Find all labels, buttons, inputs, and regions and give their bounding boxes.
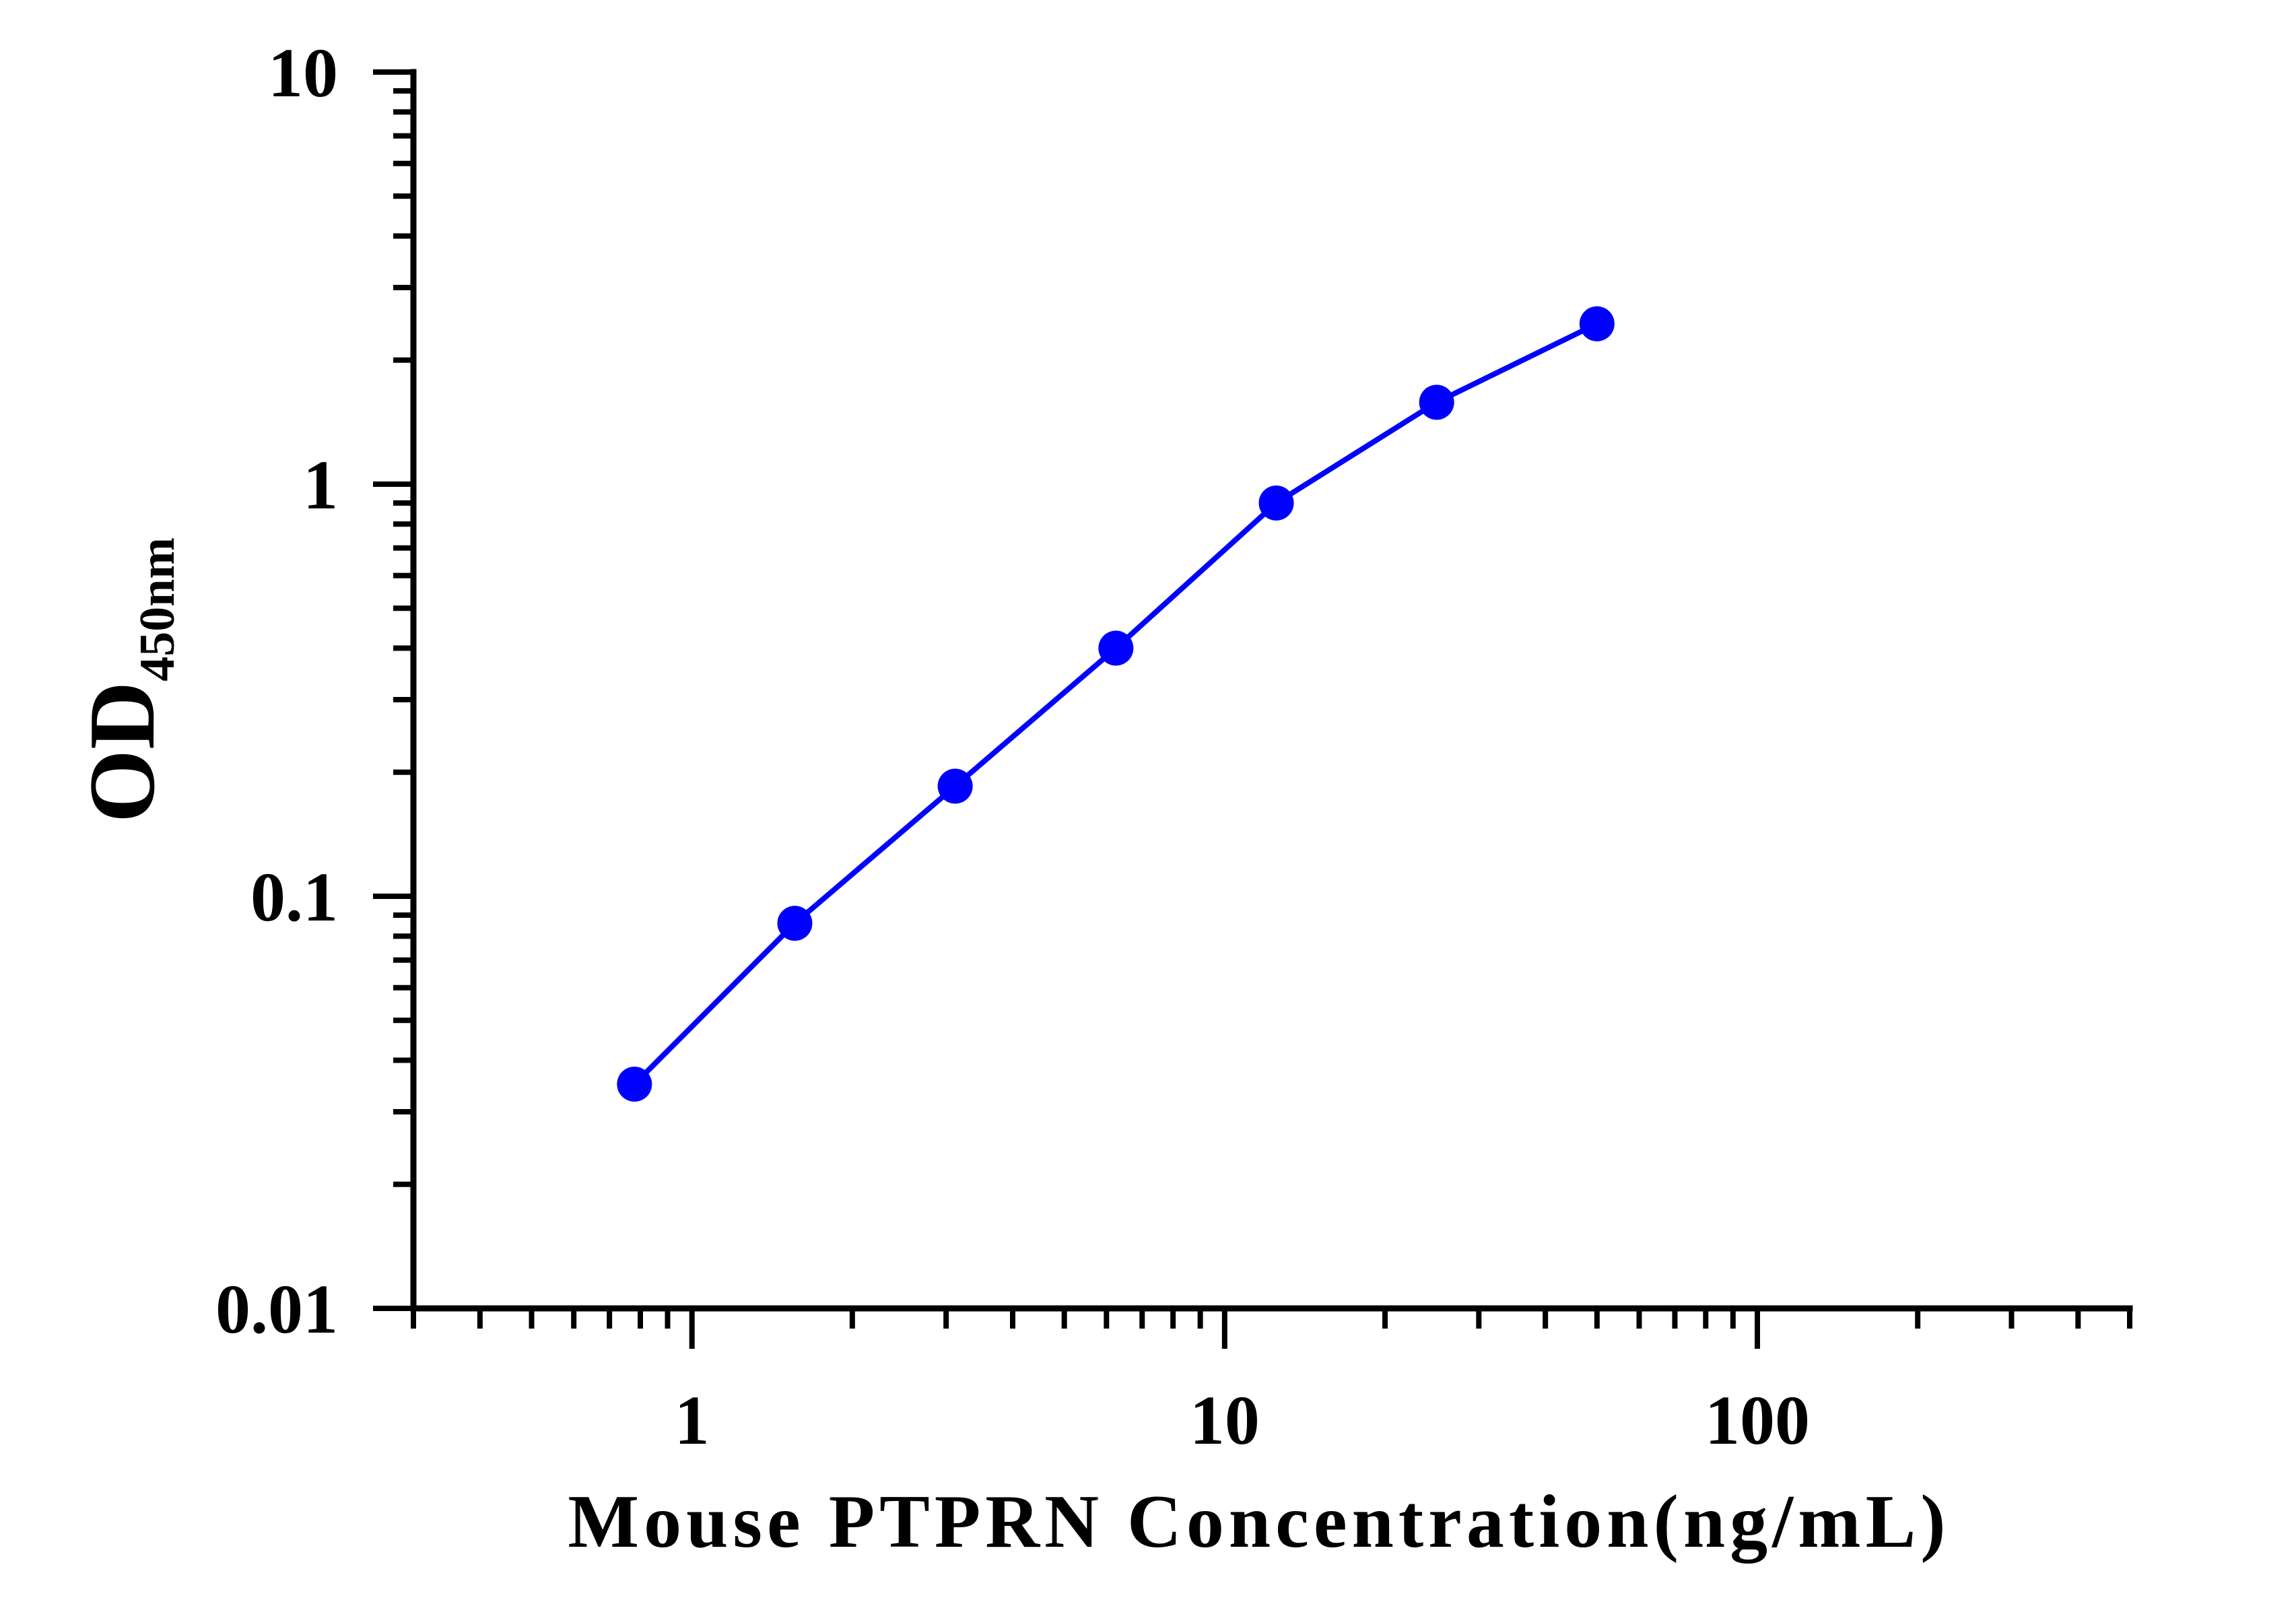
y-axis-title-main: OD [70,681,174,823]
y-axis-title: OD450nm [70,537,185,823]
data-point [1579,306,1615,341]
series-line [632,321,1598,1086]
y-tick-label: 10 [268,34,338,112]
y-axis-title-subscript: 450nm [130,537,185,681]
y-tick-label: 1 [303,446,338,524]
data-point [617,1067,652,1102]
y-tick-labels: 0.01 0.1 1 10 [215,34,338,1348]
data-point [1419,385,1454,420]
y-major-ticks [373,69,413,1311]
x-tick-labels: 1 10 100 [675,1382,1810,1459]
y-tick-label: 0.01 [215,1271,338,1348]
data-point [937,768,973,804]
series-layer [617,306,1615,1102]
y-minor-ticks [393,88,413,1187]
svg-text:OD450nm: OD450nm [70,537,185,823]
data-point [777,906,813,941]
x-axis-title: Mouse PTPRN Concentration(ng/mL) [568,1480,1950,1564]
x-minor-ticks [411,1308,2132,1329]
x-major-ticks [689,1308,1761,1349]
x-tick-label: 1 [675,1382,710,1459]
data-point [1258,486,1294,521]
data-point [1098,630,1134,666]
x-tick-label: 10 [1190,1382,1260,1459]
x-tick-label: 100 [1705,1382,1810,1459]
y-tick-label: 0.1 [250,859,338,936]
